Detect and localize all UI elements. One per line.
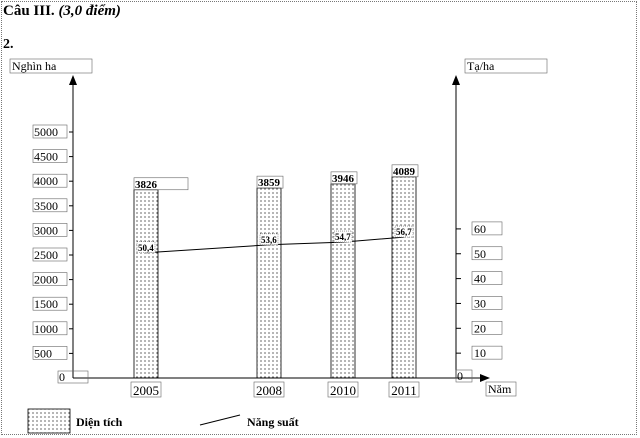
y-left-tick-label: 1500	[34, 297, 58, 311]
line-nang-suat	[145, 236, 405, 254]
y-right-tick-box	[471, 296, 503, 310]
line-point-label: 50,4	[138, 243, 154, 253]
y-right-tick-label: 0	[457, 369, 463, 383]
bar-dien-tich-2011	[391, 176, 417, 379]
bar-value-label: 3859	[258, 177, 281, 189]
y-left-tick-box	[32, 198, 68, 213]
bar-value-label: 3826	[135, 179, 158, 191]
x-tick-label: 2011	[391, 383, 417, 398]
y-left-tick-box	[32, 321, 68, 336]
y-right-tick-label: 40	[474, 272, 486, 286]
y-left-label-box	[9, 58, 93, 74]
y-axis-right-arrow	[452, 75, 460, 85]
y-right-tick-box	[471, 345, 503, 360]
legend-line-label: Năng suất	[247, 415, 299, 429]
line-point-box	[136, 241, 156, 254]
y-right-tick-box	[471, 320, 503, 335]
question-heading: Câu III. (3,0 điểm)	[3, 3, 121, 20]
y-axis-right-label: Tạ/ha	[467, 59, 495, 73]
legend-line-swatch	[199, 414, 241, 426]
x-tick-box	[388, 381, 420, 398]
y-left-tick-label: 0	[59, 370, 65, 384]
bar-value-box	[330, 171, 358, 185]
x-tick-box	[130, 381, 162, 398]
y-right-tick-label: 60	[474, 222, 486, 236]
y-left-tick-box	[57, 370, 89, 384]
bar-dien-tich-2008	[256, 187, 282, 379]
y-left-tick-box	[32, 124, 68, 139]
x-axis-label: Năm	[488, 382, 512, 396]
line-point-box	[394, 225, 414, 238]
bar-value-label: 4089	[393, 166, 416, 178]
y-left-tick-label: 2000	[34, 273, 58, 287]
line-point-label: 56,7	[396, 227, 412, 237]
legend-bar-swatch	[27, 408, 71, 434]
x-tick-box	[253, 381, 285, 398]
y-left-tick-label: 4000	[34, 174, 58, 188]
y-axis-left-arrow	[69, 75, 77, 85]
y-left-tick-label: 5000	[34, 125, 58, 139]
y-left-tick-label: 1000	[34, 322, 58, 336]
y-left-tick-box	[32, 223, 68, 237]
bar-value-label: 3946	[332, 173, 355, 185]
y-left-tick-label: 2500	[34, 248, 58, 262]
y-left-tick-box	[32, 149, 68, 163]
y-right-tick-box	[471, 271, 503, 285]
y-left-tick-box	[32, 247, 68, 262]
x-tick-box	[327, 381, 359, 398]
line-point-box	[333, 230, 353, 243]
question-title: Câu III.	[3, 3, 55, 19]
y-left-tick-box	[32, 346, 68, 360]
line-point-label: 53,6	[261, 235, 277, 245]
y-left-tick-box	[32, 173, 68, 188]
bar-value-box	[256, 175, 284, 189]
bar-dien-tich-2005	[133, 189, 159, 379]
y-right-tick-label: 20	[474, 321, 486, 335]
y-axis-left-label: Nghìn ha	[12, 59, 57, 73]
question-points: (3,0 điểm)	[58, 3, 121, 19]
x-axis-arrow	[480, 374, 490, 382]
x-label-box	[485, 381, 517, 397]
x-tick-label: 2008	[256, 383, 282, 398]
line-point-label: 54,7	[335, 232, 351, 242]
y-right-tick-label: 10	[474, 346, 486, 360]
line-point-box	[259, 233, 279, 246]
y-right-label-box	[464, 58, 548, 74]
bar-value-box	[391, 164, 419, 178]
y-left-tick-box	[32, 272, 68, 286]
bar-value-box	[133, 177, 189, 191]
y-right-tick-label: 30	[474, 296, 486, 310]
y-right-tick-box	[455, 369, 473, 383]
x-tick-label: 2010	[330, 383, 356, 398]
y-right-tick-box	[471, 221, 503, 236]
y-right-tick-label: 50	[474, 247, 486, 261]
y-left-tick-label: 3500	[34, 199, 58, 213]
y-right-tick-box	[471, 246, 503, 261]
bar-dien-tich-2010	[330, 183, 356, 379]
y-left-tick-label: 4500	[34, 150, 58, 164]
x-tick-label: 2005	[133, 383, 159, 398]
legend-bar-label: Diện tích	[76, 415, 123, 429]
y-left-tick-label: 500	[34, 346, 52, 360]
part-number: 2.	[3, 37, 14, 52]
y-left-tick-box	[32, 296, 68, 311]
y-left-tick-label: 3000	[34, 223, 58, 237]
